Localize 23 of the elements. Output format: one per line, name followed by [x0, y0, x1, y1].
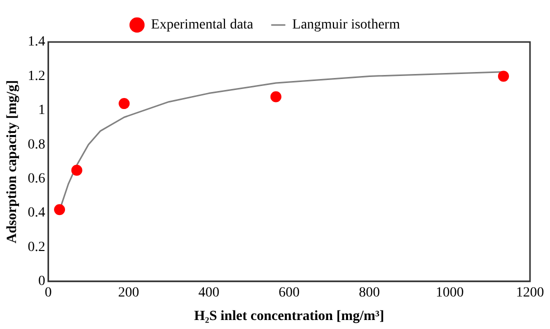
x-tick-label: 600 — [278, 285, 300, 300]
x-tick-label: 400 — [198, 285, 220, 300]
y-tick-label: 1.2 — [28, 68, 46, 84]
y-tick-label: 1.4 — [28, 34, 46, 50]
x-tick-label: 1000 — [436, 285, 464, 300]
legend-label: Langmuir isotherm — [292, 18, 400, 33]
point — [54, 204, 66, 216]
x-tick-label: 800 — [358, 285, 380, 300]
y-tick-label: 0.4 — [28, 206, 46, 221]
x-tick-label: 1200 — [516, 285, 544, 300]
y-tick-label: 0.8 — [28, 137, 46, 152]
x-tick-label: 200 — [118, 285, 140, 300]
legend-label: Experimental data — [151, 18, 254, 33]
x-axis-title: H₂S inlet concentration [mg/m³] — [194, 309, 384, 324]
y-tick-label: 1 — [38, 103, 46, 118]
point — [118, 98, 130, 110]
y-axis-title: Adsorption capacity [mg/g] — [5, 80, 20, 244]
point — [71, 164, 82, 176]
y-tick-label: 0.2 — [28, 240, 46, 255]
y-tick-label: 0 — [38, 274, 46, 290]
y-tick-label: 0.6 — [28, 171, 46, 186]
point — [498, 70, 510, 82]
point — [270, 91, 282, 102]
